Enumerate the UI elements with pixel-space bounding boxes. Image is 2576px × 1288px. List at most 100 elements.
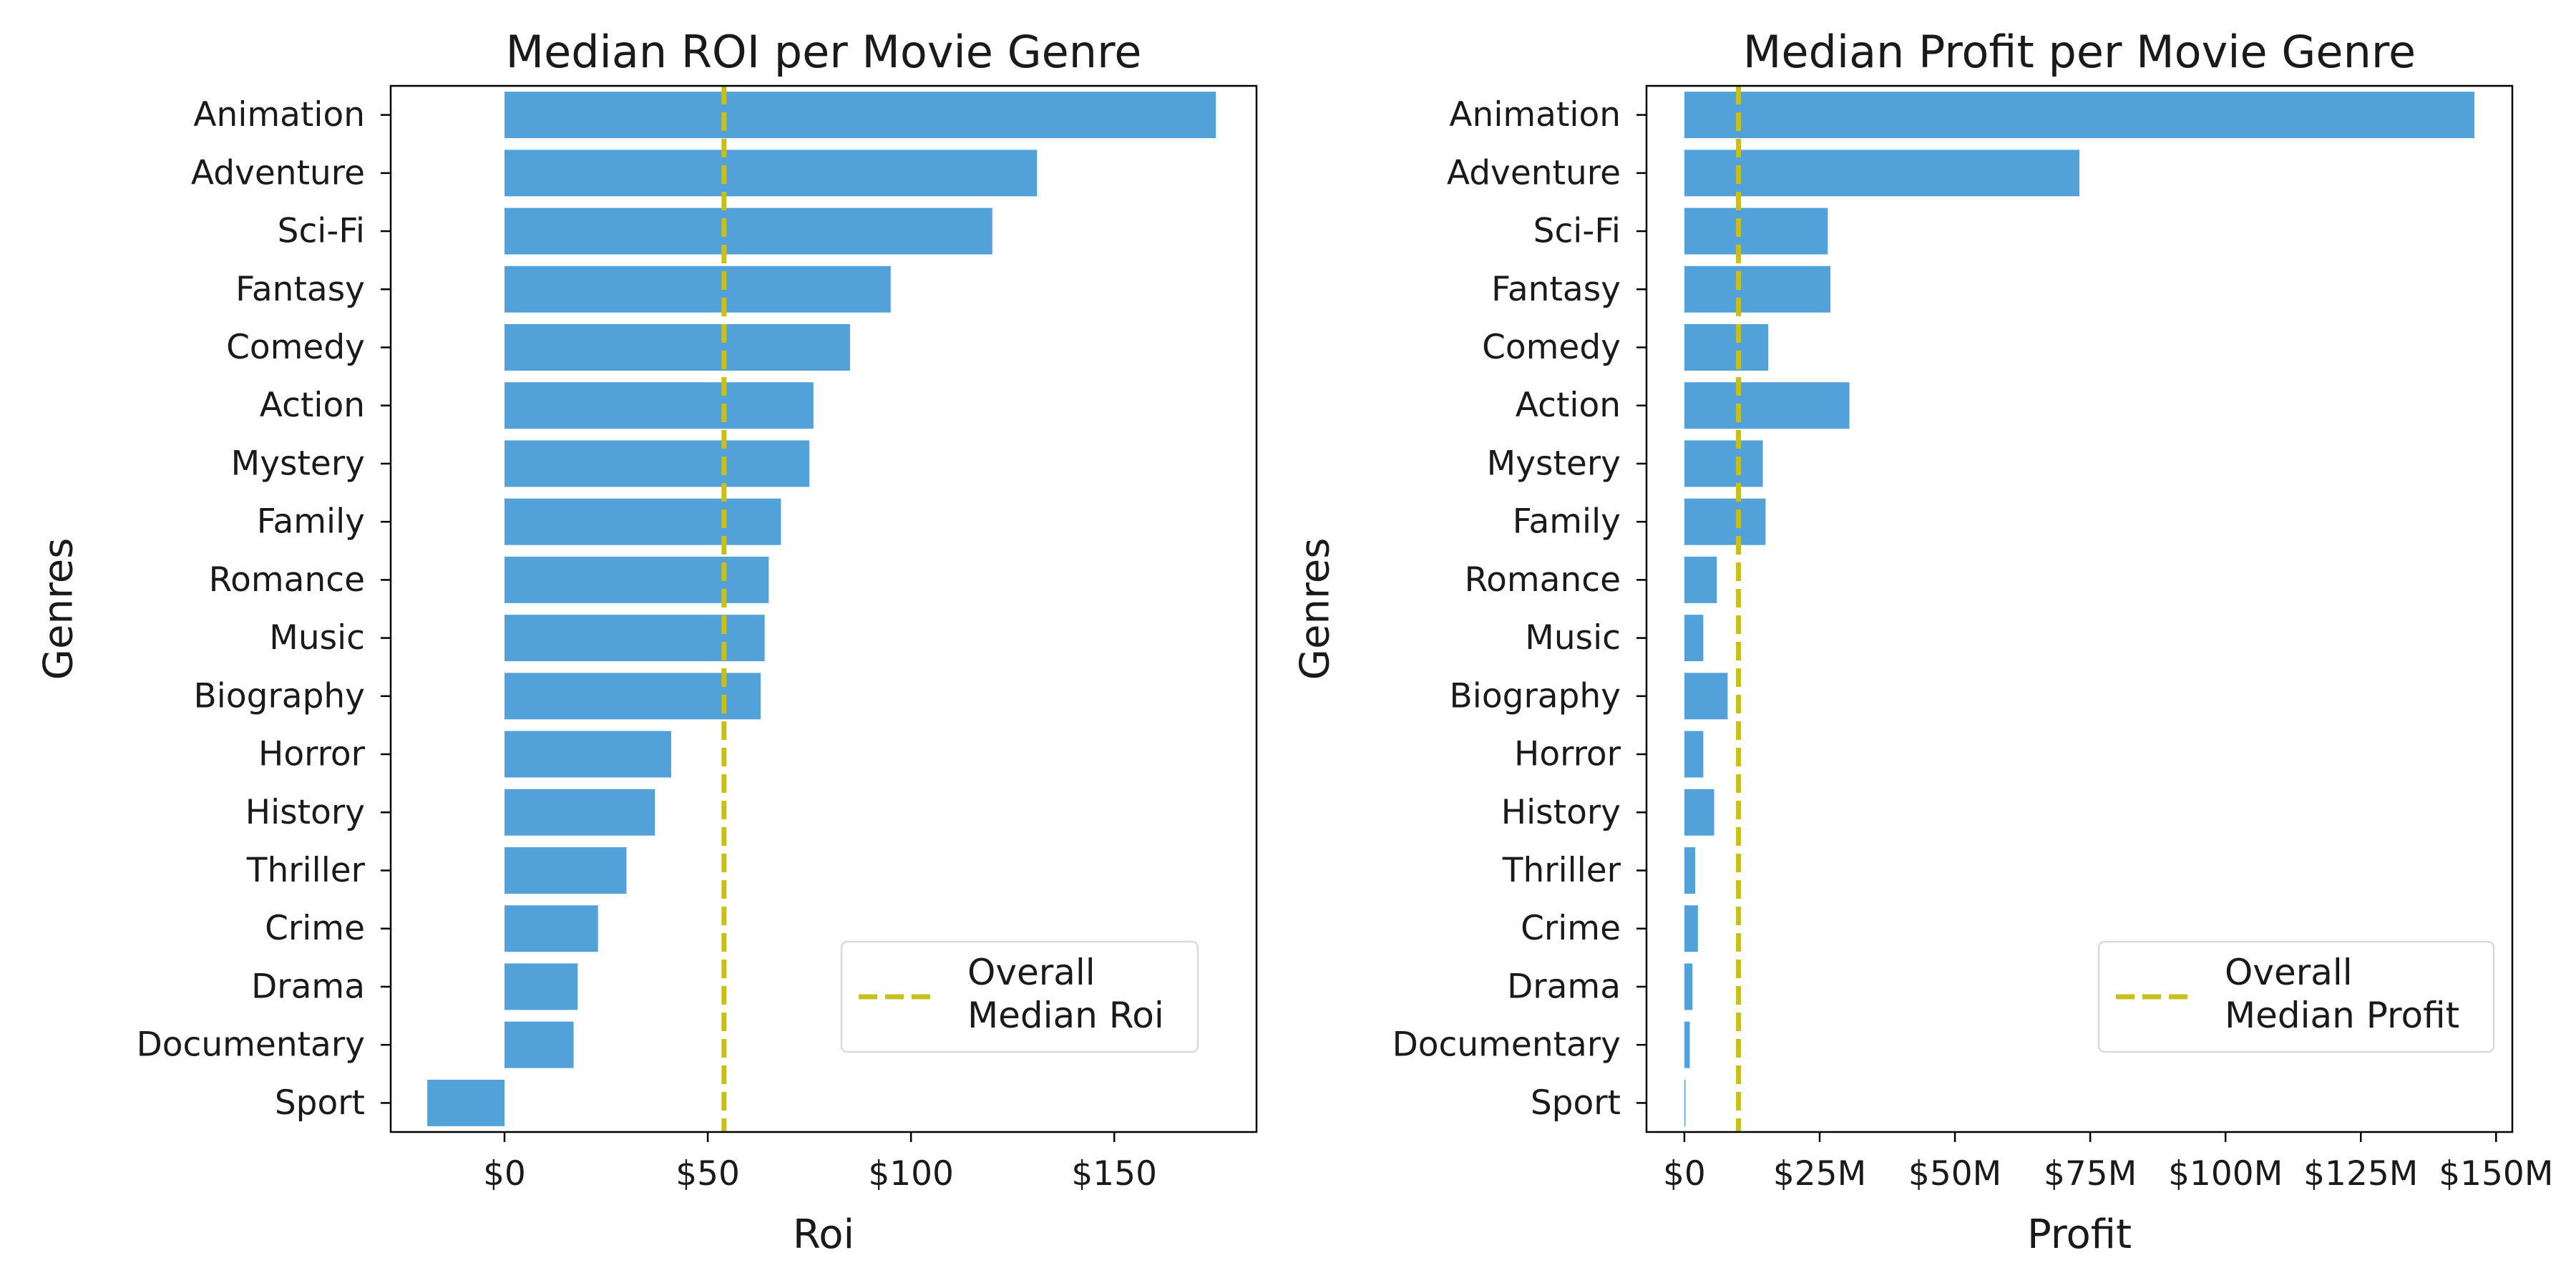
bar-adventure	[1684, 150, 2079, 197]
y-tick-label: Drama	[251, 967, 365, 1006]
bar-sport	[427, 1079, 505, 1126]
y-tick-label: Crime	[265, 909, 365, 948]
y-tick-label: Action	[260, 386, 365, 425]
bar-action	[1684, 382, 1850, 429]
y-tick-label: Action	[1516, 386, 1621, 425]
bar-documentary	[504, 1021, 574, 1068]
bar-thriller	[1684, 847, 1696, 894]
y-tick-label: Horror	[1514, 735, 1621, 774]
y-tick-label: Documentary	[1392, 1025, 1621, 1065]
y-tick-label: Adventure	[191, 153, 365, 192]
y-tick-label: Mystery	[231, 444, 365, 483]
y-tick-label: Comedy	[1482, 328, 1621, 367]
bar-sci-fi	[504, 208, 992, 255]
y-tick-label: Horror	[258, 735, 366, 774]
y-tick-label: Sci-Fi	[1533, 212, 1621, 251]
y-tick-label: Biography	[1450, 676, 1621, 716]
y-axis-label: Genres	[1292, 538, 1339, 680]
y-tick-label: Animation	[1449, 95, 1621, 135]
legend-label: Overall	[967, 952, 1096, 993]
y-tick-label: Music	[269, 618, 365, 658]
bar-comedy	[504, 324, 850, 371]
bar-biography	[504, 673, 761, 720]
x-tick-label: $75M	[2044, 1154, 2137, 1194]
bar-mystery	[1684, 440, 1763, 487]
bar-drama	[504, 963, 578, 1010]
bar-crime	[1684, 905, 1698, 952]
bar-history	[504, 789, 655, 836]
x-tick-label: $0	[1663, 1154, 1706, 1194]
y-tick-label: Animation	[193, 95, 365, 135]
x-tick-label: $50	[675, 1154, 740, 1194]
y-tick-label: Documentary	[137, 1025, 365, 1065]
x-tick-label: $150	[1071, 1154, 1157, 1194]
bar-action	[504, 382, 814, 429]
y-tick-label: Adventure	[1447, 153, 1621, 192]
y-tick-label: History	[245, 793, 365, 832]
plot-frame	[1645, 84, 2514, 1133]
legend-label: Overall	[2225, 952, 2353, 993]
y-tick-label: Sci-Fi	[278, 212, 365, 251]
legend-label: Median Profit	[2225, 995, 2459, 1036]
x-tick-label: $0	[483, 1154, 526, 1194]
bar-family	[1684, 498, 1766, 545]
bar-mystery	[504, 440, 810, 487]
plot-frame	[389, 84, 1258, 1133]
bar-romance	[1684, 556, 1717, 603]
bar-music	[1684, 615, 1704, 662]
bar-fantasy	[1684, 265, 1831, 313]
bar-fantasy	[504, 265, 891, 313]
y-tick-label: Crime	[1521, 909, 1621, 948]
bar-romance	[504, 556, 769, 603]
y-tick-label: History	[1501, 793, 1621, 832]
y-axis-label: Genres	[36, 538, 82, 680]
x-tick-label: $50M	[1908, 1154, 2001, 1194]
y-tick-label: Mystery	[1487, 444, 1621, 483]
roi-chart-panel: Animation Adventure Sci-Fi Fantasy Comedy Act…	[36, 26, 1258, 1258]
bar-crime	[504, 905, 598, 952]
bar-comedy	[1684, 324, 1769, 371]
legend-box	[840, 940, 1199, 1053]
y-tick-label: Thriller	[246, 851, 366, 890]
bar-history	[1684, 789, 1714, 836]
bar-drama	[1684, 963, 1693, 1010]
bar-animation	[504, 92, 1216, 139]
bar-adventure	[504, 150, 1038, 197]
y-tick-label: Comedy	[226, 328, 365, 367]
y-tick-label: Family	[1513, 502, 1621, 542]
bar-sci-fi	[1684, 208, 1828, 255]
profit-chart-panel: Animation Adventure Sci-Fi Fantasy Comedy Act…	[1292, 26, 2554, 1258]
x-axis-label: Roi	[793, 1211, 854, 1258]
bar-horror	[504, 731, 671, 778]
legend-box	[2097, 940, 2495, 1053]
y-tick-label: Romance	[209, 560, 365, 600]
chart-title: Median ROI per Movie Genre	[506, 26, 1142, 78]
y-tick-label: Music	[1525, 618, 1621, 658]
x-tick-label: $100	[868, 1154, 954, 1194]
x-tick-label: $150M	[2439, 1154, 2553, 1194]
bar-documentary	[1684, 1021, 1690, 1068]
bar-biography	[1684, 673, 1728, 720]
y-tick-label: Drama	[1507, 967, 1621, 1006]
y-tick-label: Sport	[275, 1083, 365, 1123]
y-tick-label: Family	[257, 502, 365, 542]
y-tick-label: Sport	[1531, 1083, 1621, 1123]
x-tick-label: $100M	[2168, 1154, 2283, 1194]
x-tick-label: $25M	[1773, 1154, 1866, 1194]
bar-horror	[1684, 731, 1704, 778]
y-tick-label: Fantasy	[1491, 270, 1621, 309]
y-tick-label: Biography	[194, 676, 365, 716]
chart-title: Median Profit per Movie Genre	[1743, 26, 2416, 78]
bar-thriller	[504, 847, 627, 894]
y-tick-label: Thriller	[1502, 851, 1621, 890]
y-tick-label: Romance	[1465, 560, 1621, 600]
x-tick-label: $125M	[2303, 1154, 2418, 1194]
y-tick-label: Fantasy	[235, 270, 365, 309]
bar-music	[504, 615, 765, 662]
bar-animation	[1684, 92, 2475, 139]
legend-label: Median Roi	[967, 995, 1164, 1036]
bar-sport	[1684, 1079, 1686, 1126]
x-axis-label: Profit	[2027, 1211, 2132, 1258]
